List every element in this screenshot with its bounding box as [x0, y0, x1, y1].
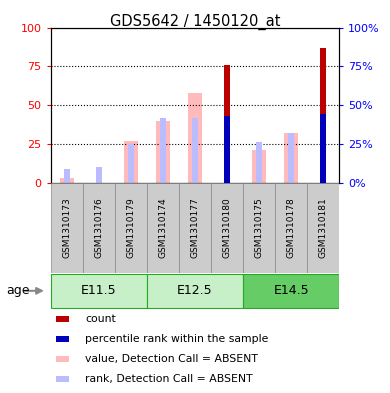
Text: GSM1310180: GSM1310180: [223, 198, 232, 258]
Bar: [57, 316, 69, 322]
Text: age: age: [6, 284, 29, 298]
Bar: [288, 133, 294, 183]
Bar: [60, 178, 74, 183]
Text: E11.5: E11.5: [81, 284, 117, 298]
Bar: [179, 183, 211, 273]
Text: GDS5642 / 1450120_at: GDS5642 / 1450120_at: [110, 14, 280, 30]
Text: GSM1310176: GSM1310176: [94, 198, 103, 258]
Bar: [156, 121, 170, 183]
Text: GSM1310179: GSM1310179: [126, 198, 135, 258]
Bar: [284, 133, 298, 183]
Text: rank, Detection Call = ABSENT: rank, Detection Call = ABSENT: [85, 374, 253, 384]
Bar: [147, 274, 243, 308]
Bar: [83, 183, 115, 273]
Bar: [224, 65, 230, 183]
Bar: [243, 274, 339, 308]
Bar: [147, 183, 179, 273]
Bar: [307, 183, 339, 273]
Bar: [243, 183, 275, 273]
Bar: [252, 150, 266, 183]
Bar: [320, 114, 326, 183]
Bar: [160, 118, 166, 183]
Text: GSM1310178: GSM1310178: [287, 198, 296, 258]
Text: count: count: [85, 314, 116, 325]
Bar: [115, 183, 147, 273]
Text: E14.5: E14.5: [273, 284, 309, 298]
Bar: [224, 116, 230, 183]
Text: GSM1310173: GSM1310173: [62, 198, 71, 258]
Bar: [188, 93, 202, 183]
Bar: [256, 142, 262, 183]
Text: GSM1310177: GSM1310177: [190, 198, 200, 258]
Text: percentile rank within the sample: percentile rank within the sample: [85, 334, 269, 344]
Bar: [320, 113, 326, 183]
Bar: [192, 118, 198, 183]
Bar: [211, 183, 243, 273]
Bar: [51, 274, 147, 308]
Bar: [275, 183, 307, 273]
Bar: [57, 376, 69, 382]
Bar: [320, 48, 326, 183]
Text: GSM1310174: GSM1310174: [158, 198, 167, 258]
Text: value, Detection Call = ABSENT: value, Detection Call = ABSENT: [85, 354, 258, 364]
Text: GSM1310175: GSM1310175: [255, 198, 264, 258]
Bar: [96, 167, 102, 183]
Text: E12.5: E12.5: [177, 284, 213, 298]
Bar: [57, 336, 69, 342]
Text: GSM1310181: GSM1310181: [319, 198, 328, 258]
Bar: [128, 144, 134, 183]
Bar: [51, 183, 83, 273]
Bar: [64, 169, 70, 183]
Bar: [57, 356, 69, 362]
Bar: [124, 141, 138, 183]
